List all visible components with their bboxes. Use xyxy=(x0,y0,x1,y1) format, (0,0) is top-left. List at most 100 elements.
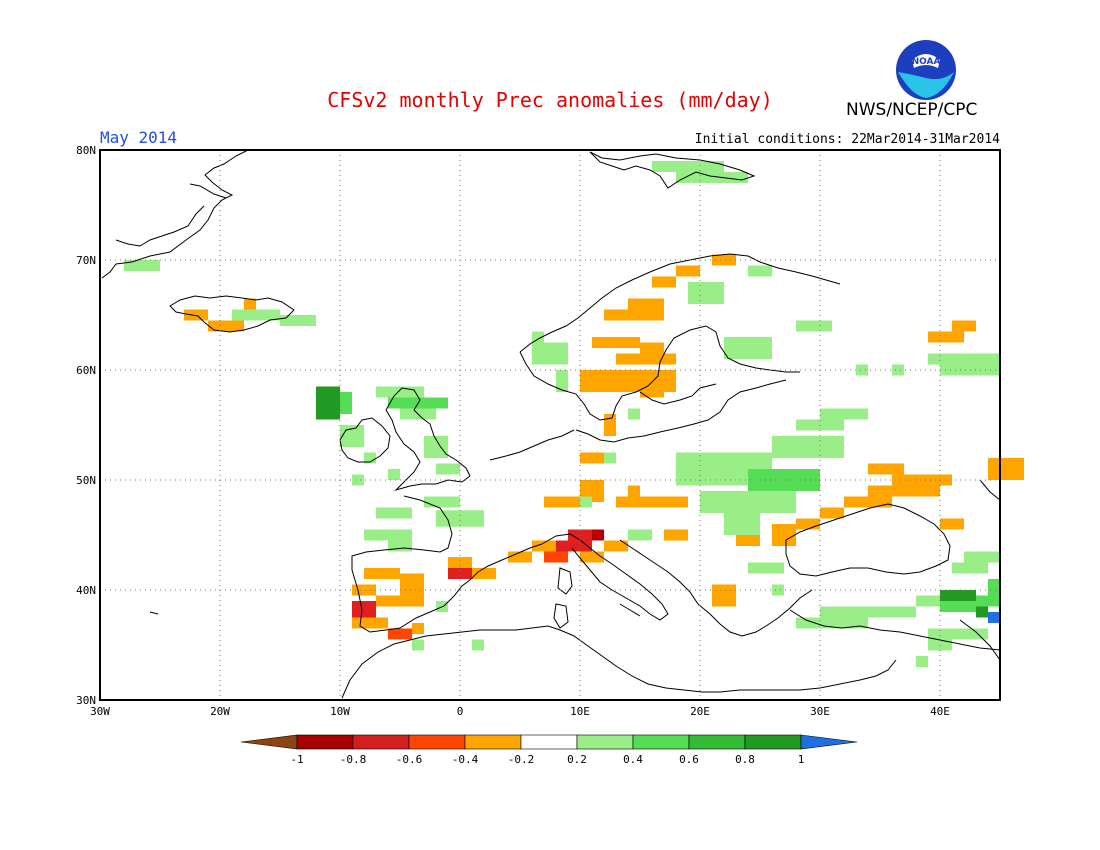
anomaly-cell xyxy=(820,606,916,618)
colorbar-bin xyxy=(296,734,354,750)
anomaly-cell xyxy=(184,309,208,321)
colorbar-label: -0.8 xyxy=(340,753,367,766)
colorbar-label: 0.2 xyxy=(567,753,587,766)
anomaly-cell xyxy=(820,408,868,420)
anomaly-cell xyxy=(532,331,544,365)
lon-tick-label: 30W xyxy=(90,705,110,718)
anomaly-cell xyxy=(412,639,424,651)
noaa-logo: NOAA xyxy=(896,40,956,100)
anomaly-cell xyxy=(604,452,616,464)
anomaly-cell xyxy=(856,364,868,376)
anomaly-cell xyxy=(364,452,376,464)
lat-tick-label: 70N xyxy=(76,254,96,267)
anomaly-cell xyxy=(772,524,796,546)
colorbar-label: -0.2 xyxy=(508,753,535,766)
anomaly-cell xyxy=(592,337,640,348)
colorbar-bin xyxy=(688,734,746,750)
colorbar-label: 0.4 xyxy=(623,753,643,766)
colorbar-label: 1 xyxy=(798,753,805,766)
anomaly-cell xyxy=(952,320,976,332)
anomaly-cell xyxy=(892,364,904,376)
lat-tick-label: 40N xyxy=(76,584,96,597)
anomaly-cell xyxy=(724,337,772,359)
colorbar-label: -0.6 xyxy=(396,753,423,766)
colorbar-label: 0.6 xyxy=(679,753,699,766)
anomaly-cell xyxy=(352,584,376,596)
anomaly-cell xyxy=(448,568,472,579)
anomaly-cell xyxy=(592,529,604,541)
colorbar-arrow-low xyxy=(240,734,298,750)
anomaly-cell xyxy=(472,568,496,579)
anomaly-cell xyxy=(748,265,772,277)
colorbar-label: 0.8 xyxy=(735,753,755,766)
map-frame xyxy=(99,149,1001,701)
anomaly-cell xyxy=(352,617,388,629)
anomaly-cell xyxy=(688,282,724,304)
anomaly-cell xyxy=(640,386,664,398)
forecast-month: May 2014 xyxy=(100,128,178,147)
anomaly-cell xyxy=(316,386,340,420)
anomaly-cells xyxy=(124,161,1024,667)
anomaly-cell xyxy=(388,540,412,552)
anomaly-cell xyxy=(748,562,784,574)
anomaly-cell xyxy=(580,551,604,563)
anomaly-cell xyxy=(508,551,532,563)
colorbar-label: -0.4 xyxy=(452,753,479,766)
axis-labels: 30N 40N 50N 60N 70N 80N 30W 20W 10W 0 10E 20E 30E 40E xyxy=(76,144,950,718)
anomaly-cell xyxy=(388,628,412,640)
org-label: NWS/NCEP/CPC xyxy=(846,100,978,120)
anomaly-cell xyxy=(892,474,952,486)
anomaly-cell xyxy=(988,579,1000,601)
colorbar-bin xyxy=(744,734,802,750)
lon-tick-label: 0 xyxy=(457,705,464,718)
anomaly-cell xyxy=(580,452,604,464)
anomaly-cell xyxy=(796,617,868,629)
anomaly-cell xyxy=(280,315,316,326)
anomaly-cell xyxy=(544,496,592,508)
anomaly-cell xyxy=(988,612,1000,623)
anomaly-cell xyxy=(868,463,904,475)
noaa-logo-text: NOAA xyxy=(912,57,941,67)
anomaly-cell xyxy=(940,601,976,612)
anomaly-cell xyxy=(928,331,964,343)
anomaly-cell xyxy=(928,628,988,640)
anomaly-cell xyxy=(772,436,844,458)
anomaly-cell xyxy=(364,568,400,579)
colorbar: -1 -0.8 -0.6 -0.4 -0.2 0.2 0.4 0.6 0.8 1 xyxy=(240,734,858,766)
anomaly-cell xyxy=(376,386,424,398)
anomaly-cell xyxy=(928,353,1000,365)
anomaly-cell xyxy=(424,496,460,508)
lon-tick-label: 10E xyxy=(570,705,590,718)
anomaly-cell xyxy=(340,392,352,414)
anomaly-cell xyxy=(124,260,160,271)
anomaly-cell xyxy=(604,540,628,552)
anomaly-cell xyxy=(964,551,1000,563)
anomaly-cell xyxy=(556,370,568,392)
colorbar-bin xyxy=(408,734,466,750)
anomaly-cell xyxy=(448,557,472,568)
anomaly-cell xyxy=(532,540,556,552)
anomaly-cell xyxy=(796,518,820,530)
anomaly-cell xyxy=(664,529,688,541)
anomaly-cell xyxy=(676,172,748,183)
coastlines xyxy=(101,149,1001,699)
anomaly-cell xyxy=(976,606,988,618)
grid-lines xyxy=(100,150,1000,700)
anomaly-cell xyxy=(424,436,448,458)
anomaly-cell xyxy=(652,276,676,288)
anomaly-cell xyxy=(916,656,928,667)
lat-tick-label: 80N xyxy=(76,144,96,157)
colorbar-arrow-high xyxy=(800,734,858,750)
anomaly-cell xyxy=(940,590,976,601)
anomaly-cell xyxy=(544,551,568,563)
anomaly-cell xyxy=(748,469,820,491)
anomaly-cell xyxy=(604,309,664,321)
anomaly-cell xyxy=(628,529,652,541)
anomaly-cell xyxy=(916,595,940,607)
anomaly-cell xyxy=(676,265,700,277)
anomaly-cell xyxy=(388,469,400,480)
anomaly-cell xyxy=(544,353,568,365)
colorbar-bin xyxy=(464,734,522,750)
colorbar-bin xyxy=(576,734,634,750)
